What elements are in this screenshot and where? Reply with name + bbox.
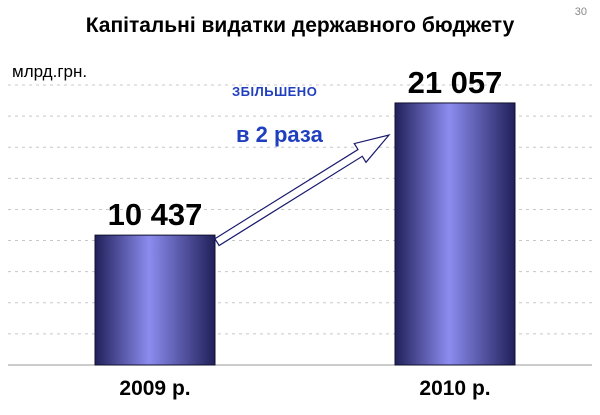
data-label-1: 10 437 — [108, 197, 203, 232]
chart-title: Капітальні видатки державного бюджету — [85, 14, 515, 37]
growth-arrow — [214, 133, 391, 247]
bar-2 — [394, 102, 516, 366]
annotation-increase-label: ЗБІЛЬШЕНО — [232, 84, 318, 99]
x-tick-label-1: 2009 р. — [119, 377, 190, 400]
data-label-2: 21 057 — [408, 65, 503, 100]
x-tick-label-2: 2010 р. — [419, 377, 490, 400]
labels: 10 437 2009 р. 21 057 2010 р. — [108, 65, 503, 400]
unit-label: млрд.грн. — [12, 62, 88, 81]
annotation-ratio-label: в 2 раза — [236, 122, 323, 147]
bar-1 — [94, 234, 216, 366]
bars — [94, 102, 516, 366]
page-number: 30 — [574, 6, 587, 18]
growth-arrow-shape — [214, 133, 391, 247]
